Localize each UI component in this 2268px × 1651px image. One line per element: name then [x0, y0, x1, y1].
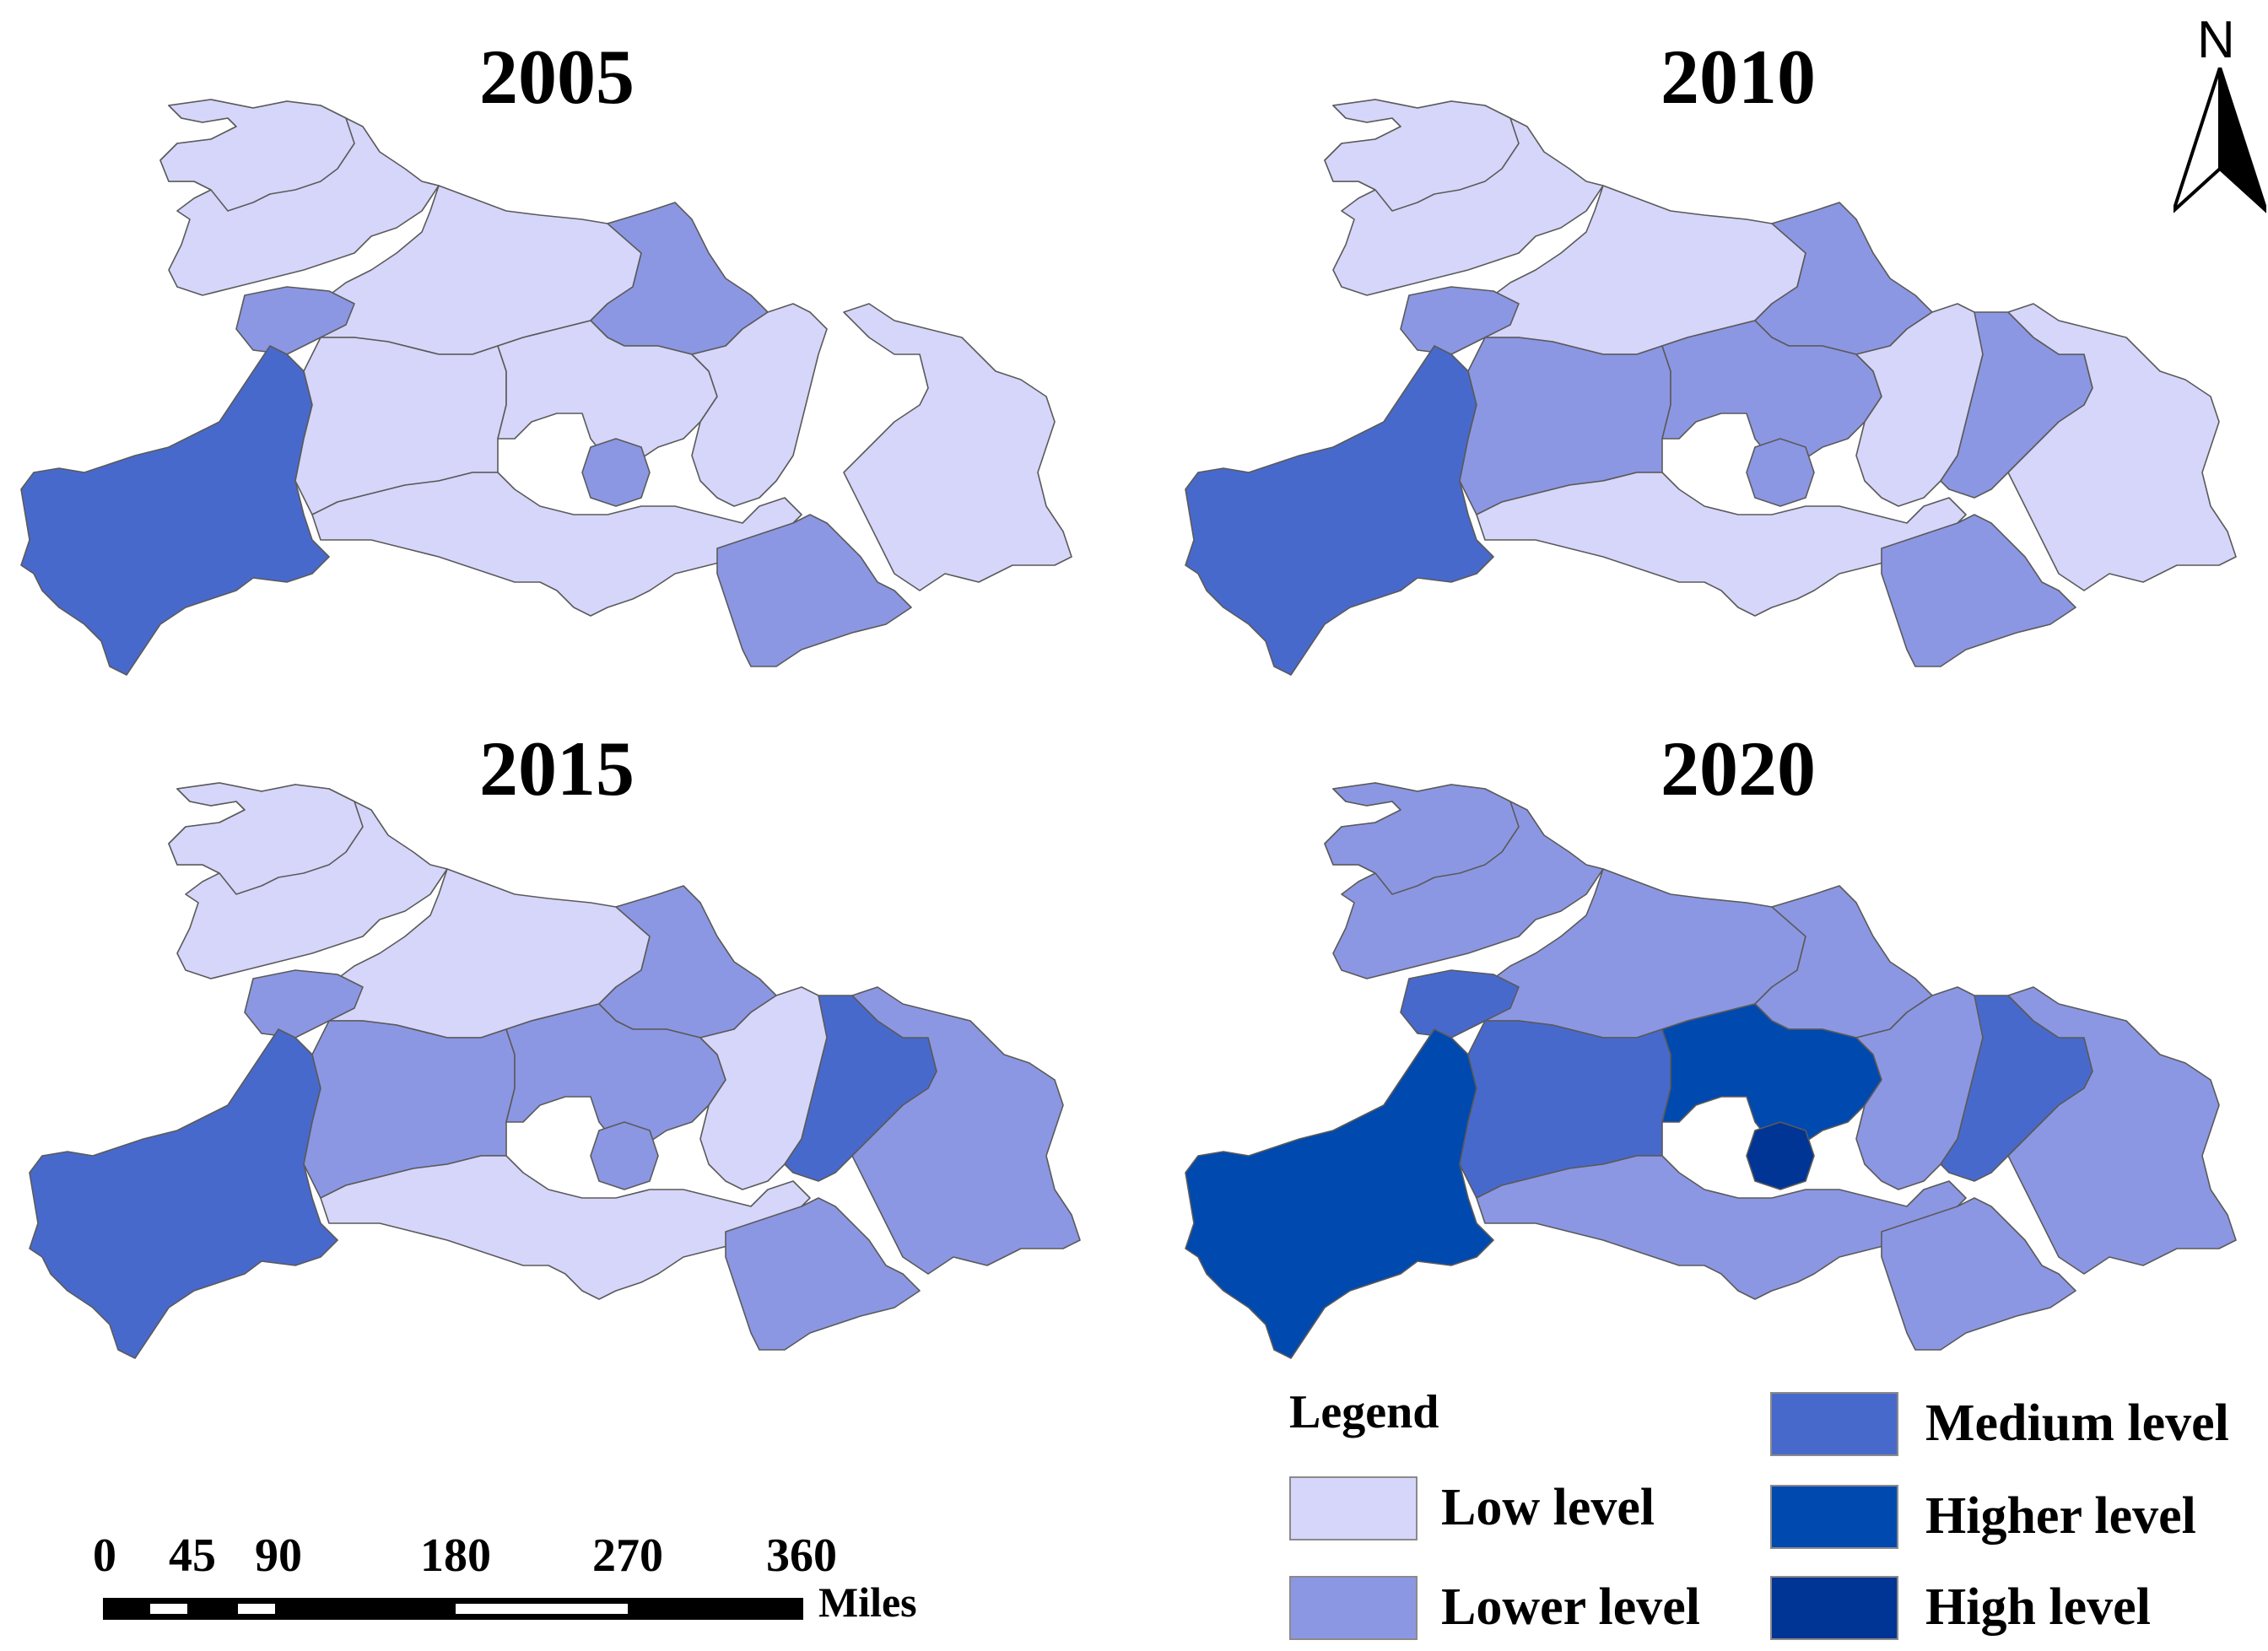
map-2010 — [1185, 99, 2237, 676]
scale-seg-5 — [456, 1604, 628, 1614]
scale-seg-1 — [150, 1604, 187, 1614]
scale-tick-270: 270 — [592, 1530, 663, 1582]
north-label: N — [2197, 11, 2235, 69]
region-southeast-2020 — [1881, 1197, 2076, 1351]
region-centersmall-2010 — [1746, 438, 1815, 507]
legend-label-higher: Higher level — [1925, 1487, 2196, 1545]
region-westbump-2020 — [1400, 969, 1520, 1039]
region-central2-2015 — [505, 1003, 726, 1148]
legend-label-high: High level — [1925, 1578, 2151, 1636]
region-westbump-2010 — [1400, 286, 1520, 355]
scale-tick-45: 45 — [169, 1530, 216, 1582]
legend-swatch-low — [1289, 1476, 1418, 1540]
legend-swatch-lower — [1289, 1576, 1418, 1640]
map-title-2020: 2020 — [1660, 726, 1816, 812]
region-northwest-2020 — [1324, 782, 1520, 895]
map-title-2005: 2005 — [479, 34, 634, 120]
region-centersmall-2020 — [1746, 1121, 1815, 1190]
region-northwest-2005 — [159, 99, 355, 212]
legend-title: Legend — [1289, 1386, 1439, 1438]
region-west-2005 — [20, 345, 330, 676]
region-east-2015 — [851, 986, 1081, 1275]
region-westbump-2015 — [244, 969, 364, 1039]
map-2005 — [20, 99, 1072, 676]
legend-swatch-higher — [1770, 1485, 1898, 1549]
scale-bar — [103, 1598, 803, 1620]
map-2015 — [29, 782, 1081, 1359]
scale-tick-180: 180 — [420, 1530, 491, 1582]
region-centersmall-2005 — [581, 438, 651, 507]
region-east-2010 — [2007, 303, 2237, 591]
legend-swatch-medium — [1770, 1392, 1898, 1456]
region-westbump-2005 — [235, 286, 355, 355]
region-west-2020 — [1185, 1028, 1494, 1359]
region-central2-2005 — [497, 320, 718, 465]
region-eastcentral-2005 — [691, 303, 828, 507]
region-centersmall-2015 — [590, 1121, 659, 1190]
region-southeast-2015 — [725, 1197, 921, 1351]
north-arrow-icon — [2174, 67, 2266, 213]
region-northwest-2010 — [1324, 99, 1520, 212]
region-east-2020 — [2007, 986, 2237, 1275]
scale-unit: Miles — [818, 1578, 917, 1626]
region-southeast-2010 — [1881, 514, 2076, 667]
region-west-2015 — [29, 1028, 338, 1359]
legend-swatch-high — [1770, 1576, 1898, 1640]
scale-tick-360: 360 — [766, 1530, 837, 1582]
region-northwest-2015 — [168, 782, 364, 895]
map-title-2010: 2010 — [1660, 34, 1816, 120]
scale-seg-3 — [238, 1604, 275, 1614]
region-southeast-2005 — [716, 514, 912, 667]
map-2020 — [1185, 782, 2237, 1359]
region-central2-2010 — [1661, 320, 1882, 465]
region-west-2010 — [1185, 345, 1494, 676]
legend-label-lower: Lower level — [1441, 1578, 1701, 1636]
scale-tick-90: 90 — [255, 1530, 302, 1582]
scale-tick-0: 0 — [93, 1530, 116, 1582]
legend-label-low: Low level — [1441, 1479, 1655, 1536]
legend-label-medium: Medium level — [1925, 1395, 2229, 1452]
region-central2-2020 — [1661, 1003, 1882, 1148]
map-title-2015: 2015 — [479, 726, 634, 812]
region-east-2005 — [843, 303, 1072, 591]
